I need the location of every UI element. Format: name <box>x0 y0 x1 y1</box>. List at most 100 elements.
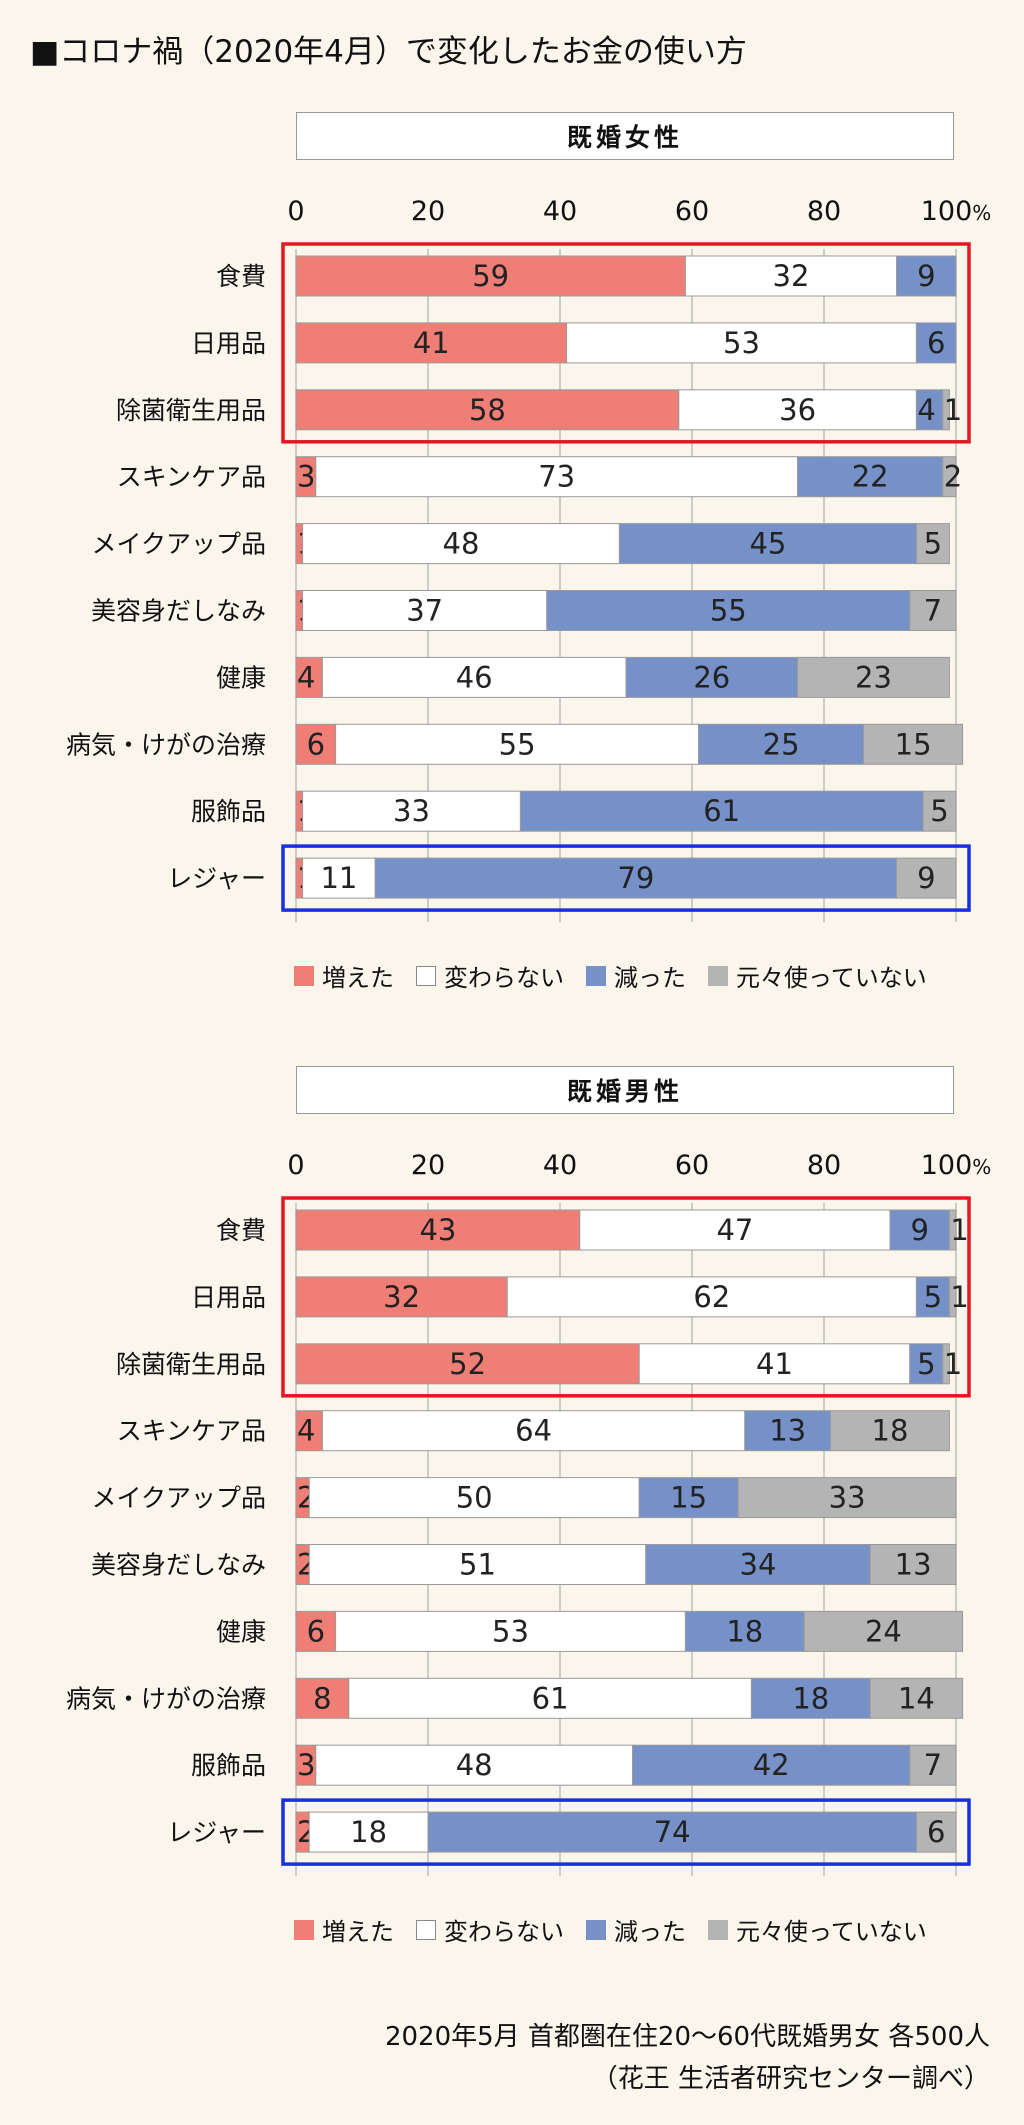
legend-item-unchanged: 変わらない <box>416 958 564 993</box>
data-label: 61 <box>703 794 740 828</box>
data-label: 41 <box>756 1347 793 1381</box>
legend-label: 元々使っていない <box>736 964 927 992</box>
segment-decreased <box>546 590 911 631</box>
segment-unchanged <box>308 1544 647 1585</box>
x-tick-label: 40 <box>543 196 577 227</box>
data-label: 47 <box>716 1213 753 1247</box>
x-tick-label: 20 <box>411 196 445 227</box>
data-label: 26 <box>693 660 730 694</box>
segment-increased <box>295 389 680 431</box>
x-tick-label: 100% <box>921 1150 992 1181</box>
x-tick-label: 80 <box>807 1150 841 1181</box>
segment-unchanged <box>579 1209 891 1251</box>
x-tick-label: 40 <box>543 1150 577 1181</box>
segment-not-used <box>948 1276 957 1318</box>
category-label: 服飾品 <box>191 797 266 826</box>
data-label: 1 <box>950 1280 968 1314</box>
segment-unchanged <box>678 389 917 431</box>
data-label: 9 <box>910 1213 928 1247</box>
highlight-box-blue <box>281 1798 971 1866</box>
legend-swatch-increased <box>294 1919 314 1940</box>
legend-swatch-decreased <box>586 965 606 986</box>
source-line-survey: 2020年5月 首都圏在住20〜60代既婚男女 各500人 <box>384 2022 990 2052</box>
data-label: 33 <box>829 1481 866 1515</box>
data-label: 32 <box>383 1280 420 1314</box>
data-label: 53 <box>723 326 760 360</box>
highlight-box-blue <box>281 844 971 912</box>
legend-label: 変わらない <box>444 964 564 992</box>
legend-item-decreased: 減った <box>586 958 686 993</box>
segment-not-used <box>803 1610 964 1652</box>
data-label: 43 <box>419 1213 456 1247</box>
category-label: 服飾品 <box>191 1751 266 1780</box>
data-label: 9 <box>917 259 935 293</box>
data-label: 73 <box>538 460 575 494</box>
category-label: メイクアップ品 <box>91 1484 266 1513</box>
data-label: 23 <box>855 660 892 694</box>
category-label: 除菌衛生用品 <box>116 1350 266 1379</box>
highlight-box-red <box>281 242 971 444</box>
legend-item-increased: 増えた <box>294 1912 394 1947</box>
data-label: 4 <box>297 660 315 694</box>
data-label: 2 <box>944 460 962 494</box>
category-label: 病気・けがの治療 <box>66 1684 266 1713</box>
segment-decreased <box>519 790 924 832</box>
segment-decreased <box>638 1477 739 1519</box>
data-label: 6 <box>307 727 325 761</box>
data-label: 59 <box>472 259 509 293</box>
segment-unchanged <box>302 523 620 565</box>
data-label: 34 <box>740 1548 777 1582</box>
data-label: 5 <box>917 1347 935 1381</box>
segment-not-used <box>942 389 950 431</box>
data-label: 15 <box>670 1481 707 1515</box>
segment-not-used <box>869 1677 964 1719</box>
segment-not-used <box>737 1477 957 1519</box>
category-label: 病気・けがの治療 <box>66 730 266 759</box>
segment-unchanged <box>335 723 700 765</box>
data-label: 6 <box>307 1614 325 1648</box>
legend-item-unchanged: 変わらない <box>416 1912 564 1947</box>
segment-unchanged <box>308 1477 640 1519</box>
legend-item-not-used: 元々使っていない <box>708 958 927 993</box>
source-line-credit: （花王 生活者研究センター調べ） <box>591 2064 990 2094</box>
segment-decreased <box>915 322 957 364</box>
x-tick-label: 0 <box>287 196 304 227</box>
segment-decreased <box>915 389 944 431</box>
data-label: 74 <box>654 1815 691 1849</box>
data-label: 50 <box>456 1481 493 1515</box>
data-label: 36 <box>779 393 816 427</box>
x-tick-number: 100 <box>921 1150 973 1181</box>
x-tick-label: 20 <box>411 1150 445 1181</box>
segment-not-used <box>797 656 950 698</box>
segment-decreased <box>698 723 865 765</box>
category-label: レジャー <box>167 1818 266 1847</box>
data-label: 22 <box>852 460 889 494</box>
data-label: 1 <box>944 1347 962 1381</box>
segment-increased <box>295 1610 337 1652</box>
category-label: 美容身だしなみ <box>91 597 266 626</box>
segment-decreased <box>896 255 957 297</box>
legend-label: 増えた <box>322 964 394 992</box>
data-label: 48 <box>456 1748 493 1782</box>
segment-not-used <box>909 590 957 631</box>
data-label: 53 <box>492 1614 529 1648</box>
segment-decreased <box>427 1811 917 1853</box>
legend-swatch-unchanged <box>416 965 436 986</box>
segment-unchanged <box>335 1610 686 1652</box>
data-label: 18 <box>350 1815 387 1849</box>
category-label: 食費 <box>216 262 266 291</box>
data-label: 5 <box>930 794 948 828</box>
chart-title: 既婚女性 <box>296 112 954 160</box>
data-label: 61 <box>532 1681 569 1715</box>
segment-not-used <box>830 1410 950 1452</box>
legend-swatch-not-used <box>708 965 728 986</box>
segment-not-used <box>948 1209 957 1251</box>
segment-not-used <box>896 857 957 899</box>
segment-increased <box>295 656 323 698</box>
category-label: メイクアップ品 <box>91 530 266 559</box>
data-label: 52 <box>449 1347 486 1381</box>
category-label: スキンケア品 <box>117 463 266 492</box>
legend-label: 増えた <box>322 1918 394 1946</box>
segment-not-used <box>942 1343 950 1385</box>
